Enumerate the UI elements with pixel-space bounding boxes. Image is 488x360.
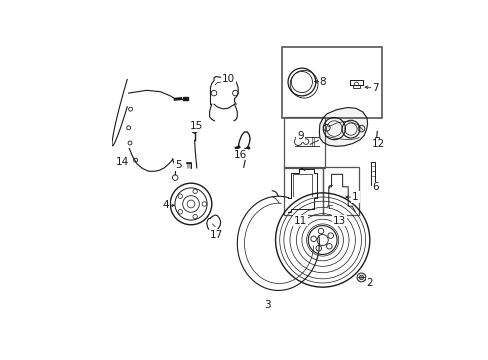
Text: 13: 13 bbox=[332, 216, 345, 226]
Text: 4: 4 bbox=[163, 201, 169, 210]
Bar bbox=[350, 80, 362, 85]
Text: 10: 10 bbox=[222, 74, 235, 84]
Polygon shape bbox=[319, 108, 367, 146]
Text: 11: 11 bbox=[293, 216, 306, 226]
Text: 17: 17 bbox=[210, 230, 223, 240]
Text: 2: 2 bbox=[366, 278, 372, 288]
Bar bbox=[284, 117, 324, 168]
Bar bbox=[282, 48, 382, 118]
Bar bbox=[323, 167, 359, 215]
Text: 12: 12 bbox=[371, 139, 384, 149]
Bar bbox=[284, 167, 323, 215]
Text: 7: 7 bbox=[371, 82, 378, 93]
Bar bbox=[370, 162, 375, 185]
Text: 14: 14 bbox=[116, 157, 129, 167]
Bar bbox=[375, 136, 378, 141]
Text: 16: 16 bbox=[234, 150, 247, 159]
Bar bbox=[352, 85, 359, 87]
Bar bbox=[183, 97, 187, 100]
Text: 1: 1 bbox=[351, 192, 358, 202]
Text: 15: 15 bbox=[189, 121, 203, 131]
Text: 5: 5 bbox=[175, 160, 182, 170]
Text: 3: 3 bbox=[264, 300, 270, 310]
Text: 6: 6 bbox=[372, 183, 378, 192]
Text: 8: 8 bbox=[319, 77, 325, 87]
Text: 9: 9 bbox=[297, 131, 303, 141]
